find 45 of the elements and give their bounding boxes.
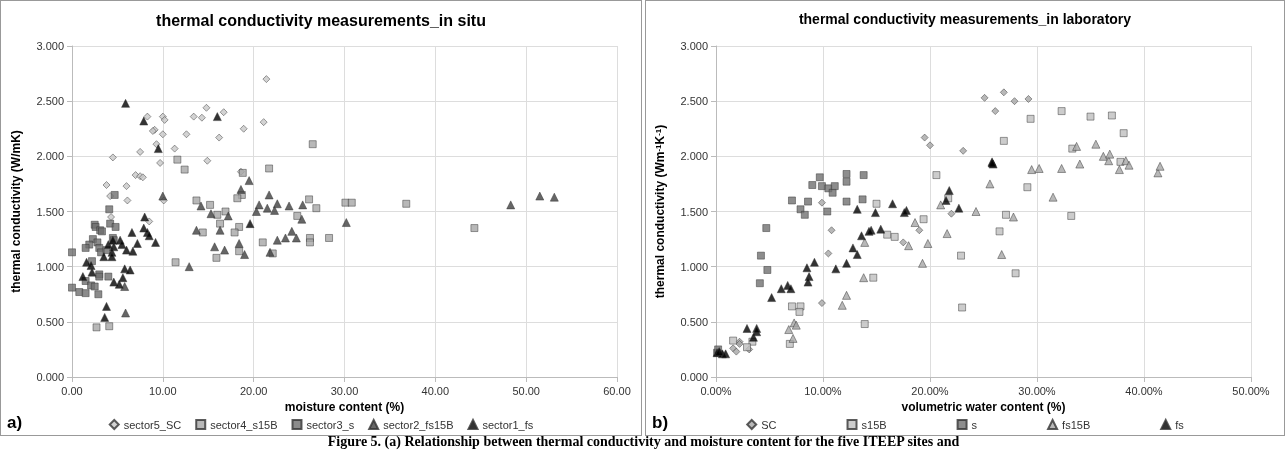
chart-title: thermal conductivity measurements_in situ bbox=[156, 11, 486, 29]
text: a) bbox=[7, 413, 23, 432]
y-tick-label: 2.000 bbox=[36, 150, 64, 163]
legend-label: fs15B bbox=[1062, 418, 1091, 431]
x-axis-title: moisture content (%) bbox=[284, 399, 405, 414]
x-tick-label: 10.00 bbox=[149, 384, 177, 397]
legend-label: sector5_SC bbox=[123, 418, 182, 431]
x-tick-label: 0.00 bbox=[61, 384, 83, 397]
legend-label: SC bbox=[761, 418, 777, 431]
legend-label: fs bbox=[1175, 418, 1185, 431]
y-tick-label: 2.500 bbox=[680, 95, 708, 108]
y-tick-label: 1.000 bbox=[36, 260, 64, 273]
y-tick-label: 1.000 bbox=[680, 260, 708, 273]
legend-label: sector4_s15B bbox=[210, 418, 278, 431]
x-tick-label: 60.00 bbox=[603, 384, 631, 397]
y-tick-label: 0.000 bbox=[36, 371, 64, 383]
y-tick-label: 1.500 bbox=[680, 205, 708, 218]
legend-label: sector2_fs15B bbox=[383, 418, 454, 431]
legend-label: s bbox=[971, 418, 978, 431]
text: b) bbox=[652, 413, 669, 432]
y-tick-label: 3.000 bbox=[36, 40, 64, 52]
y-tick-label: 1.500 bbox=[36, 205, 64, 218]
y-axis-title: thermal conductivity (W/mK) bbox=[9, 130, 23, 293]
x-tick-label: 50.00 bbox=[512, 384, 540, 397]
x-tick-label: 0.00% bbox=[700, 384, 732, 397]
x-tick-label: 30.00 bbox=[330, 384, 359, 397]
x-tick-label: 40.00% bbox=[1125, 384, 1163, 397]
y-tick-label: 0.500 bbox=[680, 315, 708, 328]
y-tick-label: 2.500 bbox=[36, 95, 64, 108]
x-tick-label: 20.00 bbox=[239, 384, 268, 397]
x-tick-label: 10.00% bbox=[804, 384, 842, 397]
legend-label: sector1_fs bbox=[482, 418, 534, 431]
x-tick-label: 30.00% bbox=[1018, 384, 1056, 397]
legend-label: sector3_s bbox=[306, 418, 355, 431]
x-tick-label: 50.00% bbox=[1232, 384, 1270, 397]
chart-title: thermal conductivity measurements_in laboratory bbox=[798, 11, 1132, 27]
x-tick-label: 20.00% bbox=[911, 384, 949, 397]
legend-label: s15B bbox=[861, 418, 887, 431]
x-tick-label: 40.00 bbox=[421, 384, 450, 397]
y-tick-label: 0.000 bbox=[680, 371, 708, 383]
y-tick-label: 3.000 bbox=[680, 40, 708, 52]
x-axis-title: volumetric water content (%) bbox=[901, 399, 1066, 414]
y-tick-label: 2.000 bbox=[680, 150, 708, 163]
caption: Figure 5. (a) Relationship between thermal conductivity and moisture content for the five ITEEP sites and bbox=[326, 434, 961, 450]
y-tick-label: 0.500 bbox=[36, 315, 64, 328]
